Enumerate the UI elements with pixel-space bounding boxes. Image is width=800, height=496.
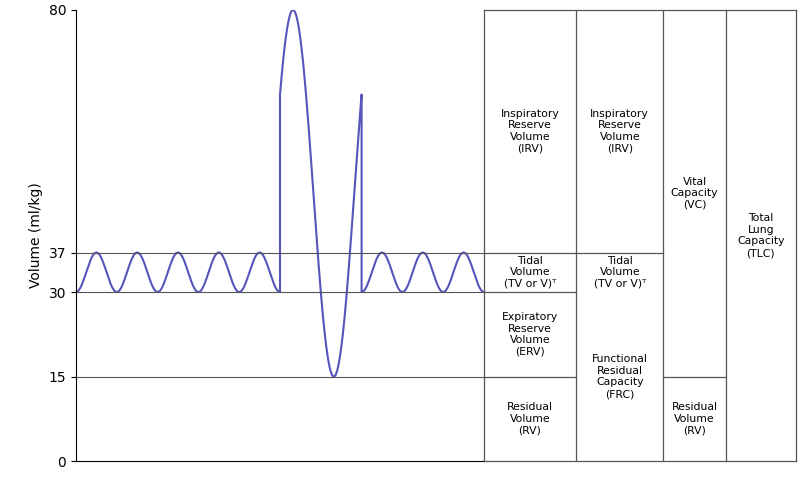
Text: Tidal
Volume
(TV or V)ᵀ: Tidal Volume (TV or V)ᵀ <box>504 255 556 289</box>
Text: Functional
Residual
Capacity
(FRC): Functional Residual Capacity (FRC) <box>592 354 648 399</box>
Text: Total
Lung
Capacity
(TLC): Total Lung Capacity (TLC) <box>737 213 785 258</box>
Text: Vital
Capacity
(VC): Vital Capacity (VC) <box>671 177 718 210</box>
Text: Residual
Volume
(RV): Residual Volume (RV) <box>507 402 553 435</box>
Text: Residual
Volume
(RV): Residual Volume (RV) <box>672 402 718 435</box>
Y-axis label: Volume (ml/kg): Volume (ml/kg) <box>29 183 43 289</box>
Text: Inspiratory
Reserve
Volume
(IRV): Inspiratory Reserve Volume (IRV) <box>501 109 559 154</box>
Text: Tidal
Volume
(TV or V)ᵀ: Tidal Volume (TV or V)ᵀ <box>594 255 646 289</box>
Text: Expiratory
Reserve
Volume
(ERV): Expiratory Reserve Volume (ERV) <box>502 312 558 357</box>
Text: Inspiratory
Reserve
Volume
(IRV): Inspiratory Reserve Volume (IRV) <box>590 109 649 154</box>
